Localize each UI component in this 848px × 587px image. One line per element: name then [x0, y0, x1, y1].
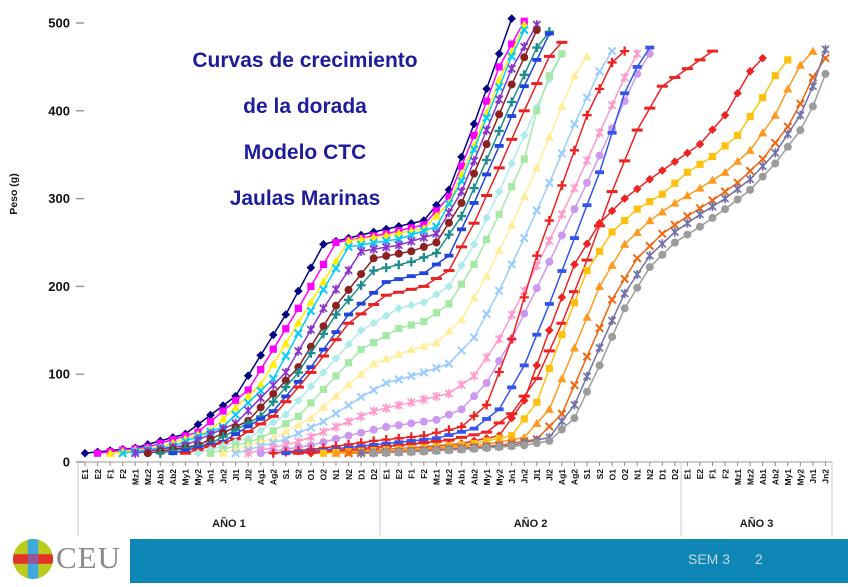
svg-text:Ag2: Ag2 [570, 469, 580, 485]
svg-text:Jn1: Jn1 [808, 469, 818, 484]
svg-text:My1: My1 [181, 469, 191, 486]
svg-text:Ab2: Ab2 [469, 469, 479, 485]
svg-text:O2: O2 [319, 469, 329, 481]
svg-text:500: 500 [48, 16, 70, 31]
svg-text:Jl2: Jl2 [545, 469, 555, 481]
svg-text:D1: D1 [658, 469, 668, 480]
svg-text:Jn1: Jn1 [507, 469, 517, 484]
ceu-logo-text: CEU [56, 540, 121, 575]
svg-text:N1: N1 [632, 469, 642, 480]
svg-text:Mz2: Mz2 [745, 469, 755, 485]
svg-text:My2: My2 [494, 469, 504, 486]
svg-text:O1: O1 [306, 469, 316, 481]
title-line-3: Modelo CTC [243, 141, 367, 164]
svg-text:My2: My2 [193, 469, 203, 486]
svg-text:D2: D2 [369, 469, 379, 480]
svg-text:300: 300 [48, 191, 70, 206]
svg-text:100: 100 [48, 367, 70, 382]
svg-text:N2: N2 [645, 469, 655, 480]
svg-text:Ab1: Ab1 [758, 469, 768, 485]
svg-text:200: 200 [48, 279, 70, 294]
svg-text:Jn2: Jn2 [519, 469, 529, 484]
svg-text:F2: F2 [720, 469, 730, 479]
sem-label: SEM 3 [688, 551, 731, 567]
svg-text:Mz1: Mz1 [130, 469, 140, 485]
svg-text:O2: O2 [620, 469, 630, 481]
svg-text:D2: D2 [670, 469, 680, 480]
svg-text:Jn2: Jn2 [821, 469, 831, 484]
svg-text:Ab1: Ab1 [457, 469, 467, 485]
svg-text:Ab2: Ab2 [168, 469, 178, 485]
svg-text:Mz1: Mz1 [733, 469, 743, 485]
svg-text:AÑO 3: AÑO 3 [740, 517, 774, 530]
chart-title: Curvas de crecimiento de la dorada Model… [155, 38, 455, 222]
svg-text:D1: D1 [356, 469, 366, 480]
svg-text:E2: E2 [695, 469, 705, 480]
svg-text:AÑO 1: AÑO 1 [212, 517, 246, 530]
svg-text:Mz1: Mz1 [432, 469, 442, 485]
svg-text:E1: E1 [381, 469, 391, 480]
svg-text:F2: F2 [118, 469, 128, 479]
growth-chart: E1 E2 F1 F2 Mz1 Mz2 Ab1 Ab2 My1 My2 Jn1 Jn2 Jl1 Jl2 Ag… [48, 14, 833, 536]
page-number: 2 [755, 551, 763, 567]
svg-text:AÑO 2: AÑO 2 [514, 517, 548, 530]
svg-text:Mz2: Mz2 [444, 469, 454, 485]
title-line-1: Curvas de crecimiento [192, 49, 418, 72]
svg-text:N1: N1 [331, 469, 341, 480]
svg-text:Jl2: Jl2 [243, 469, 253, 481]
svg-text:Ag2: Ag2 [268, 469, 278, 485]
svg-text:0: 0 [63, 455, 70, 470]
svg-text:Jl1: Jl1 [231, 469, 241, 481]
svg-text:S2: S2 [595, 469, 605, 480]
svg-text:Ab1: Ab1 [156, 469, 166, 485]
svg-text:Ag1: Ag1 [256, 469, 266, 485]
title-line-2: de la dorada [243, 95, 367, 118]
svg-text:S1: S1 [281, 469, 291, 480]
svg-text:My1: My1 [783, 469, 793, 486]
svg-text:N2: N2 [344, 469, 354, 480]
svg-text:F1: F1 [407, 469, 417, 479]
svg-text:S2: S2 [294, 469, 304, 480]
y-axis-label: Peso (g) [8, 173, 20, 215]
svg-text:Jl1: Jl1 [532, 469, 542, 481]
svg-text:400: 400 [48, 103, 70, 118]
svg-text:Ag1: Ag1 [557, 469, 567, 485]
footer-bar [130, 539, 848, 583]
svg-text:My2: My2 [796, 469, 806, 486]
svg-text:My1: My1 [482, 469, 492, 486]
svg-text:Jn1: Jn1 [206, 469, 216, 484]
svg-text:S1: S1 [582, 469, 592, 480]
svg-text:F2: F2 [419, 469, 429, 479]
svg-text:E2: E2 [394, 469, 404, 480]
svg-text:E1: E1 [80, 469, 90, 480]
svg-text:Ab2: Ab2 [770, 469, 780, 485]
svg-text:E1: E1 [683, 469, 693, 480]
svg-text:F1: F1 [708, 469, 718, 479]
svg-text:Mz2: Mz2 [143, 469, 153, 485]
svg-text:O1: O1 [607, 469, 617, 481]
title-line-4: Jaulas Marinas [229, 187, 381, 210]
svg-text:Jn2: Jn2 [218, 469, 228, 484]
svg-text:F1: F1 [105, 469, 115, 479]
ceu-logo-icon [12, 538, 54, 580]
svg-text:E2: E2 [93, 469, 103, 480]
